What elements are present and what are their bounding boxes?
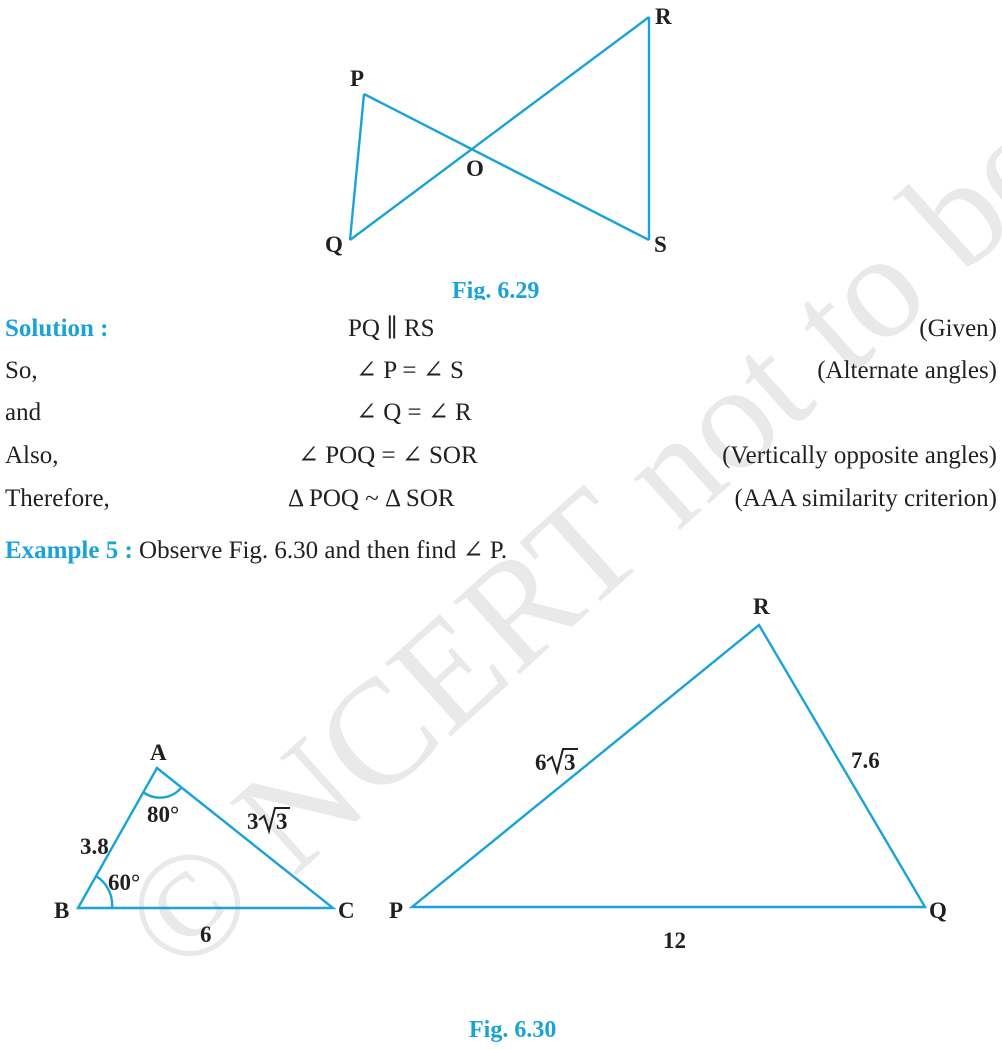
example-5-label: Example 5 : (5, 537, 133, 564)
fig629-lines (348, 16, 651, 242)
label-R: R (655, 4, 672, 29)
solution-reason-5: (AAA similarity criterion) (734, 485, 997, 512)
label-C: C (338, 898, 355, 923)
label-angle-A: 80° (147, 802, 179, 827)
label-AC-coef: 3 (247, 809, 259, 834)
label-Q: Q (325, 232, 343, 257)
solution-reason-1: (Given) (919, 315, 997, 342)
solution-heading: Solution : (5, 315, 109, 342)
segment-QR (349, 16, 650, 241)
label-PR: 6 3 (535, 748, 578, 776)
sqrt-sign-AC (258, 807, 290, 835)
solution-lead-3: and (5, 399, 42, 426)
figure-6-30: A B C 3.8 6 80° 60° 3 3 P R Q 7.6 12 6 3… (54, 594, 947, 1043)
label-A: A (150, 740, 167, 765)
solution-lead-5: Therefore, (5, 485, 110, 512)
triangle-PQR (408, 623, 928, 909)
label-BC: 6 (200, 922, 212, 947)
triangle-ABC (75, 766, 337, 910)
example-5-text: Observe Fig. 6.30 and then find ∠ P. (132, 537, 508, 564)
label-AB: 3.8 (80, 834, 109, 859)
sqrt-sign-PR (546, 748, 578, 776)
label-P-large: P (389, 898, 403, 923)
solution-stmt-4: ∠ POQ = ∠ SOR (298, 442, 478, 469)
label-AC: 3 3 (247, 807, 290, 835)
solution-stmt-3: ∠ Q = ∠ R (356, 399, 472, 426)
solution-reason-4: (Vertically opposite angles) (722, 442, 997, 469)
solution-stmt-1: PQ ∥ RS (348, 315, 435, 342)
angle-arc-B (95, 874, 114, 909)
solution-stmt-2: ∠ P = ∠ S (356, 357, 464, 384)
label-P: P (350, 66, 364, 91)
label-PQ: 12 (663, 928, 686, 953)
label-AC-root: 3 (276, 809, 288, 834)
label-R-large: R (753, 594, 770, 619)
fig-6-30-caption: Fig. 6.30 (469, 1017, 556, 1043)
label-B: B (54, 898, 69, 923)
segment-PQ (348, 93, 366, 241)
solution-lead-2: So, (5, 357, 38, 384)
angle-arc-A (142, 787, 182, 799)
label-PR-root: 3 (564, 750, 576, 775)
label-O: O (466, 156, 484, 181)
label-angle-B: 60° (108, 870, 140, 895)
label-S: S (654, 232, 667, 257)
label-PR-coef: 6 (535, 750, 547, 775)
segment-PS (363, 92, 650, 242)
solution-stmt-5: Δ POQ ~ Δ SOR (288, 485, 455, 512)
solution-lead-4: Also, (5, 442, 59, 469)
fig-6-29-caption: Fig. 6.29 (452, 278, 539, 300)
figure-6-29: P Q R S O Fig. 6.29 (325, 4, 672, 300)
solution-reason-2: (Alternate angles) (817, 357, 997, 384)
example-5-line: Example 5 : Observe Fig. 6.30 and then f… (5, 536, 507, 566)
triangle-ABC-outline (75, 766, 337, 910)
label-RQ: 7.6 (851, 748, 880, 773)
label-Q-large: Q (929, 898, 947, 923)
triangle-PQR-outline (408, 623, 928, 909)
